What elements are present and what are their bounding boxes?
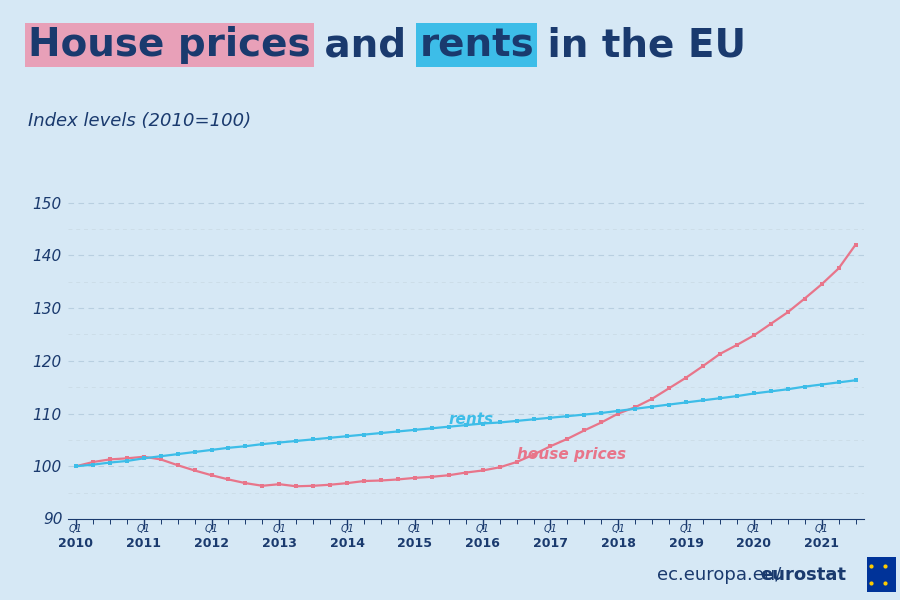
Text: 2021: 2021 <box>804 538 839 550</box>
Text: in the EU: in the EU <box>534 26 746 64</box>
Text: 2019: 2019 <box>669 538 704 550</box>
Text: Q1: Q1 <box>544 524 557 534</box>
Text: 2011: 2011 <box>126 538 161 550</box>
Text: Q1: Q1 <box>273 524 286 534</box>
Text: Q1: Q1 <box>69 524 83 534</box>
Text: 2016: 2016 <box>465 538 500 550</box>
Text: Q1: Q1 <box>476 524 490 534</box>
Text: Q1: Q1 <box>408 524 422 534</box>
Text: eurostat: eurostat <box>760 565 847 583</box>
Text: Q1: Q1 <box>814 524 829 534</box>
Text: 2020: 2020 <box>736 538 771 550</box>
Text: Q1: Q1 <box>611 524 625 534</box>
Text: house prices: house prices <box>517 447 625 462</box>
Text: Q1: Q1 <box>680 524 693 534</box>
Text: Q1: Q1 <box>204 524 219 534</box>
Text: 2012: 2012 <box>194 538 229 550</box>
FancyBboxPatch shape <box>867 557 896 592</box>
Text: ec.europa.eu/: ec.europa.eu/ <box>657 565 781 583</box>
Text: Q1: Q1 <box>747 524 760 534</box>
Text: 2018: 2018 <box>601 538 635 550</box>
Text: rents: rents <box>419 26 534 64</box>
Text: 2014: 2014 <box>329 538 364 550</box>
Text: 2013: 2013 <box>262 538 297 550</box>
Text: Index levels (2010=100): Index levels (2010=100) <box>28 112 251 130</box>
Text: 2010: 2010 <box>58 538 94 550</box>
Text: and: and <box>310 26 419 64</box>
Text: 2017: 2017 <box>533 538 568 550</box>
Text: Q1: Q1 <box>340 524 354 534</box>
Text: Q1: Q1 <box>137 524 150 534</box>
Text: 90: 90 <box>43 511 62 527</box>
Text: rents: rents <box>449 412 494 427</box>
Text: House prices: House prices <box>28 26 310 64</box>
Text: 2015: 2015 <box>398 538 432 550</box>
